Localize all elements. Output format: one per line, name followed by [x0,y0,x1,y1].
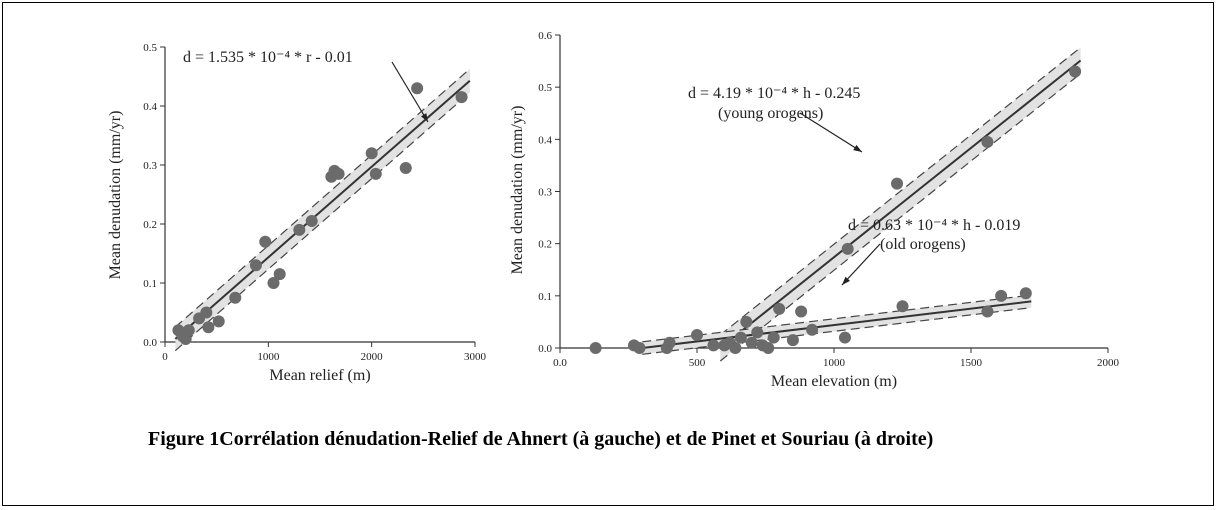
x-tick-label: 3000 [464,351,487,363]
point [981,135,994,148]
point [795,305,808,318]
annotation: d = 0.63 * 10⁻⁴ * h - 0.019 [848,217,1020,234]
point [838,331,851,344]
point [1069,65,1082,78]
point [981,305,994,318]
annotation: d = 1.535 * 10⁻⁴ * r - 0.01 [183,49,353,66]
confidence-line [174,92,471,352]
point [200,306,213,319]
point [740,315,753,328]
y-tick-label: 0.0 [143,337,157,349]
confidence-line [642,307,1032,355]
annotation-arrow [841,243,881,286]
point [267,277,280,289]
y-tick-label: 0.4 [538,134,552,146]
fit-line [642,300,1032,350]
y-tick-label: 0.5 [143,42,157,54]
point [455,91,468,104]
y-tick-label: 0.6 [538,30,552,42]
point [773,302,786,315]
point [259,235,272,248]
x-tick-label: 0.0 [553,357,567,369]
point [891,177,904,190]
y-tick-label: 0.3 [143,160,157,172]
y-tick-label: 0.1 [143,278,157,290]
point [729,342,742,354]
point [633,342,646,354]
point [365,147,378,160]
point [305,215,318,228]
point [762,342,775,354]
point [182,324,195,337]
y-tick-label: 0.0 [538,343,552,355]
x-tick-label: 2000 [361,351,384,363]
point [745,336,758,349]
point [229,291,242,304]
annotation-arrow [391,61,429,123]
x-tick-label: 2000 [1097,357,1120,369]
point [293,223,306,236]
confidence-line [719,46,1081,336]
point [786,334,799,347]
point [249,259,262,272]
point [589,342,602,354]
point [332,167,345,180]
point [369,167,382,180]
point [273,268,286,281]
confidence-line [174,68,471,328]
arrow-head [853,144,862,152]
x-tick-label: 1500 [960,357,983,369]
y-tick-label: 0.3 [538,187,552,199]
point [399,161,412,174]
y-tick-label: 0.2 [538,239,552,251]
point [841,242,854,255]
confidence-line [642,294,1032,343]
point [896,300,909,313]
x-tick-label: 0 [162,351,168,363]
point [411,82,424,95]
y-axis-label: Mean denudation (mm/yr) [509,106,526,275]
annotation: d = 4.19 * 10⁻⁴ * h - 0.245 [688,85,860,102]
fit-line [174,79,471,340]
x-axis-label: Mean relief (m) [269,367,370,384]
x-tick-label: 500 [689,357,706,369]
point [707,339,720,352]
point [212,315,225,328]
point [734,331,747,344]
arrow-head [842,276,851,285]
point [806,323,819,336]
fit-line [719,59,1082,349]
y-tick-label: 0.5 [538,82,552,94]
annotation: (old orogens) [880,236,966,253]
y-axis-label: Mean denudation (mm/yr) [107,111,124,280]
y-tick-label: 0.2 [143,219,157,231]
point [691,328,703,341]
y-tick-label: 0.4 [143,101,157,113]
point [751,326,764,339]
caption: Figure 1Corrélation dénudation-Relief de… [148,428,934,450]
x-tick-label: 1000 [823,357,846,369]
point [995,289,1008,302]
y-tick-label: 0.1 [538,291,552,303]
point [1019,287,1032,300]
x-tick-label: 1000 [257,351,280,363]
point [202,321,215,334]
arrow-head [421,113,428,122]
annotation: (young orogens) [718,105,823,122]
point [767,331,780,344]
point [660,342,673,354]
annotation-arrow [799,112,863,153]
x-axis-label: Mean elevation (m) [771,373,897,390]
